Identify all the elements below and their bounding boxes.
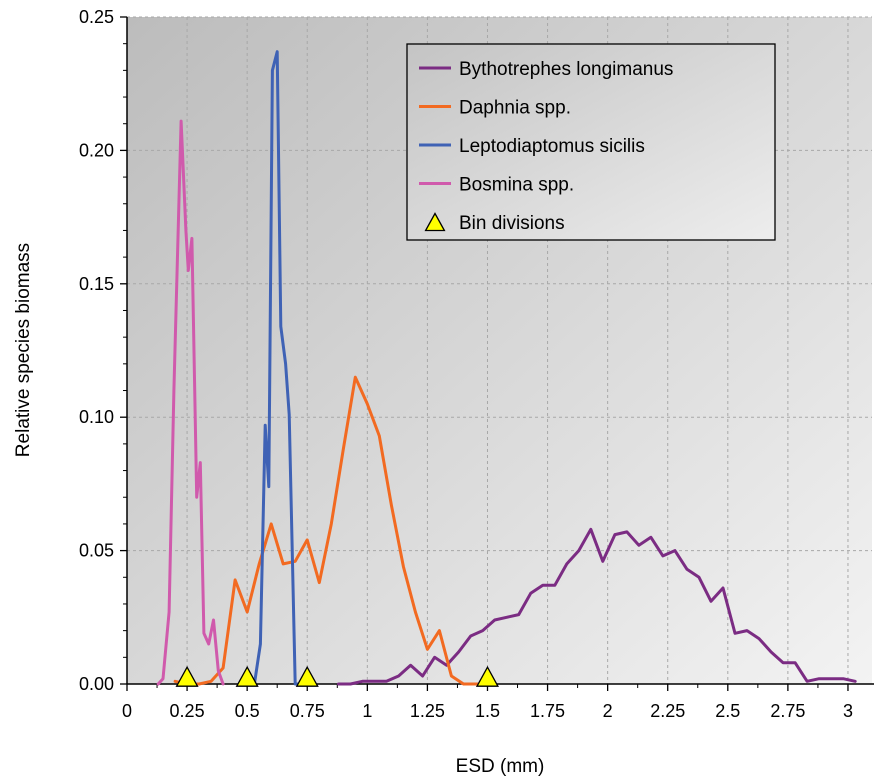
x-tick-label: 3 bbox=[843, 701, 853, 721]
bin-division-marker bbox=[295, 665, 319, 687]
y-tick-label: 0.15 bbox=[79, 274, 114, 294]
x-tick-label: 1.5 bbox=[475, 701, 500, 721]
legend-label-markers: Bin divisions bbox=[459, 213, 565, 234]
legend-label-1: Bythotrephes longimanus bbox=[459, 59, 673, 80]
x-tick-label: 0 bbox=[122, 701, 132, 721]
y-axis-title: Relative species biomass bbox=[13, 243, 34, 457]
x-tick-label: 0.5 bbox=[235, 701, 260, 721]
x-tick-label: 1.75 bbox=[530, 701, 565, 721]
legend-marker-swatch bbox=[424, 212, 446, 232]
x-tick-label: 1 bbox=[362, 701, 372, 721]
legend-label-2: Daphnia spp. bbox=[459, 98, 571, 119]
x-tick-label: 1.25 bbox=[410, 701, 445, 721]
legend: Bythotrephes longimanus Daphnia spp. Lepto… bbox=[406, 43, 776, 241]
x-tick-label: 2 bbox=[603, 701, 613, 721]
series-line-1 bbox=[337, 527, 857, 686]
series-layer bbox=[156, 50, 857, 686]
y-tick-label: 0.05 bbox=[79, 541, 114, 561]
bin-division-marker bbox=[175, 665, 199, 687]
series-line-4 bbox=[156, 119, 225, 686]
x-tick-label: 0.75 bbox=[290, 701, 325, 721]
x-tick-label: 2.25 bbox=[650, 701, 685, 721]
y-tick-label: 0.10 bbox=[79, 407, 114, 427]
legend-label-3: Leptodiaptomus sicilis bbox=[459, 136, 645, 157]
legend-box bbox=[406, 43, 776, 241]
series-line-2 bbox=[173, 375, 489, 686]
bin-markers bbox=[175, 665, 499, 687]
series-line-3 bbox=[252, 50, 304, 686]
y-tick-label: 0.20 bbox=[79, 140, 114, 160]
x-tick-label: 2.75 bbox=[770, 701, 805, 721]
y-tick-label: 0.25 bbox=[79, 7, 114, 27]
x-tick-label: 0.25 bbox=[170, 701, 205, 721]
x-axis-title: ESD (mm) bbox=[456, 756, 545, 777]
y-tick-label: 0.00 bbox=[79, 674, 114, 694]
x-tick-label: 2.5 bbox=[715, 701, 740, 721]
legend-label-4: Bosmina spp. bbox=[459, 175, 574, 196]
bin-division-marker bbox=[235, 665, 259, 687]
bin-division-marker bbox=[475, 665, 499, 687]
